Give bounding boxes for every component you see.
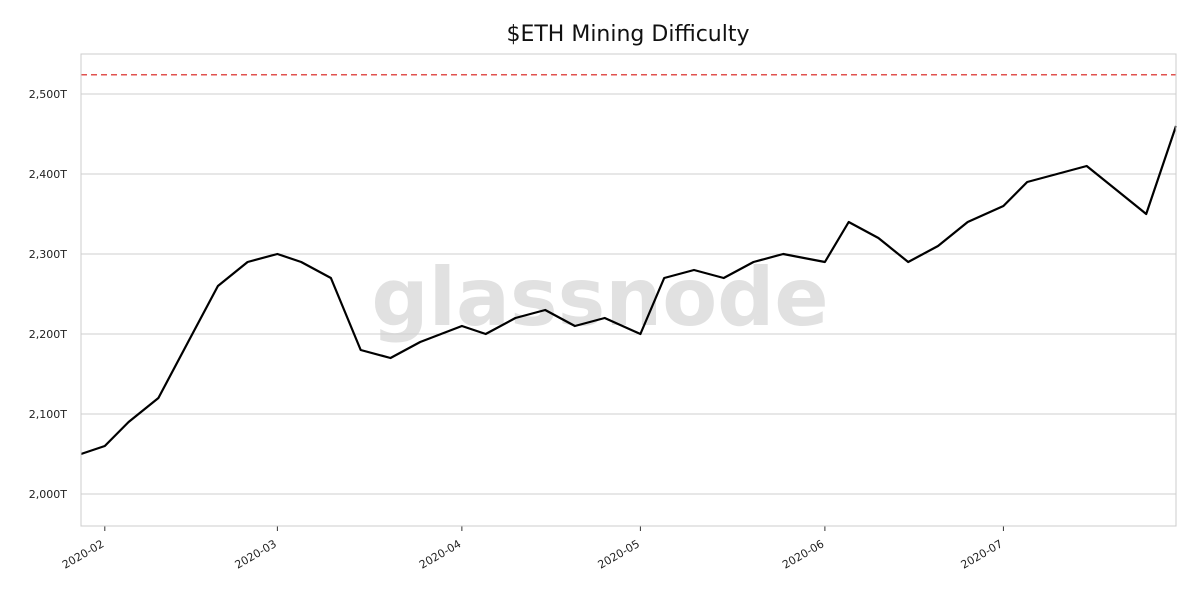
x-tick-label: 2020-07 <box>959 537 1005 571</box>
series-group <box>80 125 1178 456</box>
x-tick-label: 2020-04 <box>417 537 463 571</box>
x-tick-label: 2020-02 <box>60 537 106 571</box>
grid <box>81 93 1176 495</box>
x-tick-label: 2020-03 <box>233 537 279 571</box>
y-tick-label: 2,200T <box>29 328 67 341</box>
y-tick-label: 2,100T <box>29 408 67 421</box>
x-tick-label: 2020-05 <box>596 537 642 571</box>
x-tick-label: 2020-06 <box>780 537 826 571</box>
series-line-difficulty <box>80 125 1178 456</box>
chart-title: $ETH Mining Difficulty <box>506 22 749 47</box>
watermark: glassnode <box>371 251 828 344</box>
plot-frame <box>80 53 1177 527</box>
y-tick-label: 2,400T <box>29 168 67 181</box>
y-tick-label: 2,500T <box>29 88 67 101</box>
y-tick-label: 2,300T <box>29 248 67 261</box>
y-tick-label: 2,000T <box>29 488 67 501</box>
